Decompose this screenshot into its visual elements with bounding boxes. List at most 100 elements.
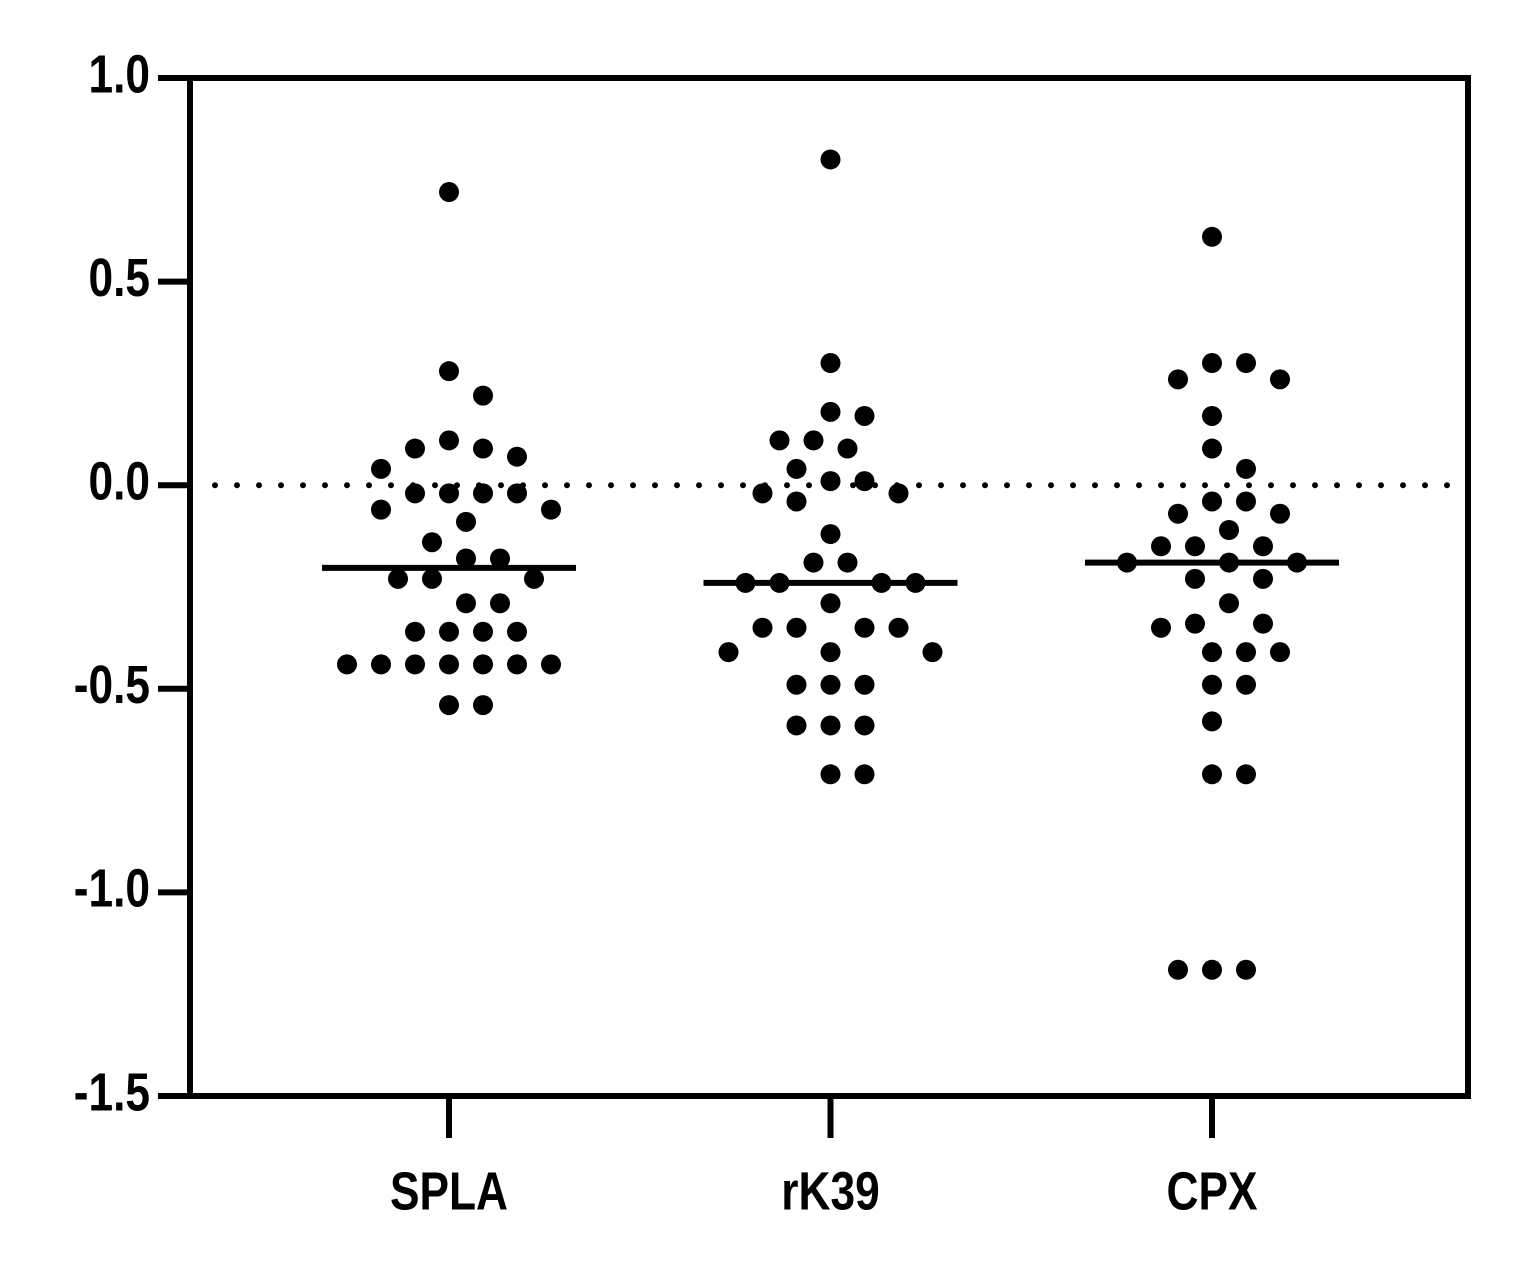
data-point — [786, 617, 807, 638]
x-tick-label: SPLA — [390, 1161, 508, 1221]
data-point — [1219, 593, 1239, 614]
data-point — [1168, 503, 1188, 524]
data-point — [371, 499, 391, 520]
data-point — [473, 621, 493, 642]
data-point — [439, 430, 459, 451]
data-point — [1185, 536, 1205, 557]
data-point — [820, 715, 841, 736]
data-point — [1202, 438, 1222, 459]
data-point — [854, 674, 875, 695]
x-tick-label: CPX — [1166, 1161, 1257, 1221]
data-point — [1151, 536, 1171, 557]
data-point — [541, 654, 561, 675]
data-point — [786, 674, 807, 695]
data-point — [752, 483, 773, 504]
data-point — [456, 548, 476, 569]
data-point — [1219, 519, 1239, 540]
data-point — [473, 695, 493, 716]
y-tick-label: 0.0 — [88, 451, 150, 511]
y-tick-label: 0.5 — [88, 248, 150, 308]
data-point — [1270, 642, 1290, 663]
data-point — [820, 524, 841, 545]
data-point — [473, 654, 493, 675]
data-point — [337, 654, 357, 675]
data-point — [456, 511, 476, 532]
data-point — [1185, 613, 1205, 634]
data-point — [820, 642, 841, 663]
data-point — [507, 446, 527, 467]
data-point — [1236, 764, 1256, 785]
data-point — [854, 617, 875, 638]
data-point — [718, 642, 739, 663]
data-point — [854, 405, 875, 426]
data-point — [820, 401, 841, 422]
data-point — [473, 385, 493, 406]
data-point — [922, 642, 943, 663]
data-point — [888, 617, 909, 638]
data-point — [405, 621, 425, 642]
data-point — [371, 654, 391, 675]
data-point — [439, 695, 459, 716]
data-point — [786, 491, 807, 512]
y-tick-label: 1.0 — [88, 44, 150, 104]
y-tick-label: -0.5 — [74, 655, 150, 715]
data-point — [473, 483, 493, 504]
data-point — [490, 593, 510, 614]
data-point — [1270, 503, 1290, 524]
data-point — [1236, 353, 1256, 374]
data-point — [820, 593, 841, 614]
data-point — [1236, 959, 1256, 980]
data-point — [888, 483, 909, 504]
data-point — [405, 654, 425, 675]
y-tick-label: -1.5 — [74, 1062, 150, 1122]
data-point — [439, 483, 459, 504]
data-point — [820, 764, 841, 785]
data-point — [854, 471, 875, 492]
data-point — [388, 568, 408, 589]
data-point — [1253, 568, 1273, 589]
data-point — [405, 483, 425, 504]
data-point — [1168, 369, 1188, 390]
data-point — [1202, 711, 1222, 732]
data-point — [1202, 491, 1222, 512]
data-point — [439, 621, 459, 642]
data-point — [854, 764, 875, 785]
data-point — [422, 568, 442, 589]
data-point — [524, 568, 544, 589]
data-point — [820, 353, 841, 374]
data-point — [820, 149, 841, 170]
data-point — [803, 430, 824, 451]
data-point — [837, 552, 858, 573]
data-point — [405, 438, 425, 459]
data-point — [507, 483, 527, 504]
data-point — [456, 593, 476, 614]
data-point — [1202, 764, 1222, 785]
data-point — [1270, 369, 1290, 390]
data-point — [490, 548, 510, 569]
data-point — [1202, 353, 1222, 374]
data-point — [1253, 536, 1273, 557]
data-point — [752, 617, 773, 638]
data-point — [1253, 613, 1273, 634]
data-point — [1151, 617, 1171, 638]
data-point — [820, 674, 841, 695]
data-point — [1185, 568, 1205, 589]
data-point — [541, 499, 561, 520]
y-tick-label: -1.0 — [74, 859, 150, 919]
data-point — [1202, 405, 1222, 426]
data-point — [837, 438, 858, 459]
x-tick-label: rK39 — [781, 1161, 879, 1221]
data-point — [803, 552, 824, 573]
data-point — [1202, 642, 1222, 663]
data-point — [439, 654, 459, 675]
data-point — [786, 458, 807, 479]
data-point — [439, 182, 459, 203]
data-point — [1236, 674, 1256, 695]
data-point — [1202, 674, 1222, 695]
data-point — [422, 532, 442, 553]
data-point — [1202, 959, 1222, 980]
data-point — [854, 715, 875, 736]
data-point — [820, 471, 841, 492]
data-point — [786, 715, 807, 736]
